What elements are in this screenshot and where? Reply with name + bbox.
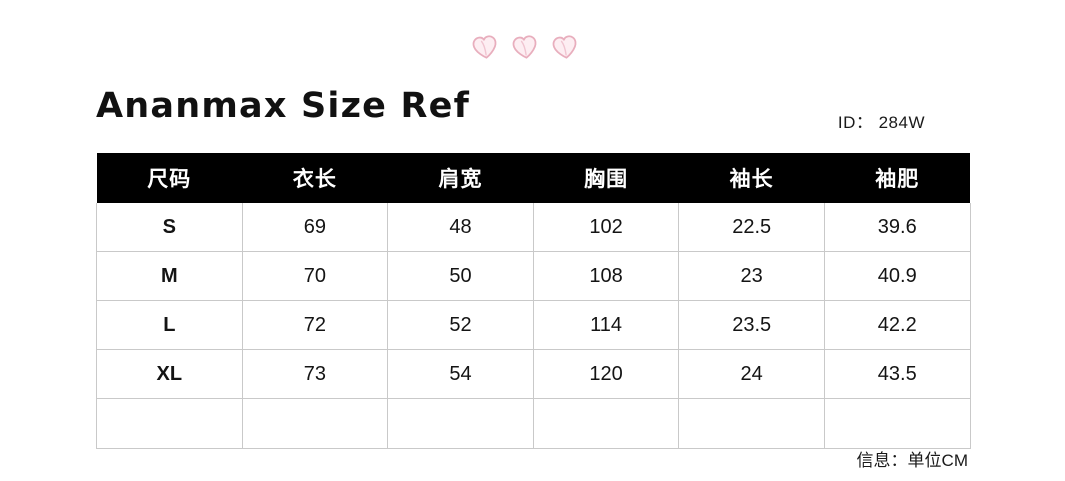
cell-length: 70 bbox=[241, 251, 389, 301]
cell-bust: 114 bbox=[532, 300, 680, 350]
size-reference-table: 尺码 衣长 肩宽 胸围 袖长 袖肥 S 69 48 102 22.5 39.6 … bbox=[96, 153, 971, 449]
table-header-row: 尺码 衣长 肩宽 胸围 袖长 袖肥 bbox=[96, 153, 971, 203]
cell-bust: 102 bbox=[532, 203, 680, 252]
cell-length bbox=[241, 398, 389, 449]
cell-length: 72 bbox=[241, 300, 389, 350]
column-header-sleeve-width: 袖肥 bbox=[824, 153, 971, 203]
cell-sleeve-width: 40.9 bbox=[823, 251, 971, 301]
cell-size bbox=[96, 398, 243, 449]
heart-outline-icon bbox=[470, 32, 500, 62]
table-row-empty bbox=[96, 398, 971, 449]
cell-shoulder: 54 bbox=[387, 349, 534, 399]
cell-size: M bbox=[96, 251, 243, 301]
page-title: Ananmax Size Ref bbox=[96, 86, 471, 126]
table-head: 尺码 衣长 肩宽 胸围 袖长 袖肥 bbox=[96, 153, 971, 203]
cell-length: 73 bbox=[241, 349, 389, 399]
cell-shoulder: 48 bbox=[387, 203, 534, 252]
heart-outline-icon bbox=[550, 32, 580, 62]
cell-sleeve-width: 42.2 bbox=[823, 300, 971, 350]
cell-sleeve-length: 22.5 bbox=[678, 203, 825, 252]
product-id-label: ID： 284W bbox=[837, 113, 925, 132]
cell-shoulder: 50 bbox=[387, 251, 534, 301]
size-table-container: 尺码 衣长 肩宽 胸围 袖长 袖肥 S 69 48 102 22.5 39.6 … bbox=[96, 153, 971, 449]
cell-sleeve-length: 24 bbox=[678, 349, 825, 399]
table-row: L 72 52 114 23.5 42.2 bbox=[96, 300, 971, 350]
cell-sleeve-width bbox=[823, 398, 971, 449]
heart-decoration-group bbox=[470, 24, 600, 70]
column-header-shoulder: 肩宽 bbox=[387, 153, 534, 203]
cell-sleeve-length: 23.5 bbox=[678, 300, 825, 350]
cell-sleeve-length bbox=[678, 398, 825, 449]
table-row: S 69 48 102 22.5 39.6 bbox=[96, 203, 971, 252]
cell-bust bbox=[532, 398, 680, 449]
table-row: M 70 50 108 23 40.9 bbox=[96, 251, 971, 301]
heart-outline-icon bbox=[510, 32, 540, 62]
cell-size: XL bbox=[96, 349, 243, 399]
column-header-size: 尺码 bbox=[96, 153, 243, 203]
column-header-bust: 胸围 bbox=[533, 153, 679, 203]
cell-size: S bbox=[96, 203, 243, 252]
table-body: S 69 48 102 22.5 39.6 M 70 50 108 23 40.… bbox=[96, 203, 971, 449]
cell-sleeve-width: 43.5 bbox=[823, 349, 971, 399]
cell-size: L bbox=[96, 300, 243, 350]
column-header-length: 衣长 bbox=[242, 153, 388, 203]
cell-bust: 108 bbox=[532, 251, 680, 301]
cell-shoulder: 52 bbox=[387, 300, 534, 350]
cell-sleeve-length: 23 bbox=[678, 251, 825, 301]
cell-bust: 120 bbox=[532, 349, 680, 399]
column-header-sleeve-length: 袖长 bbox=[678, 153, 825, 203]
cell-length: 69 bbox=[241, 203, 389, 252]
cell-sleeve-width: 39.6 bbox=[823, 203, 971, 252]
cell-shoulder bbox=[387, 398, 534, 449]
table-row: XL 73 54 120 24 43.5 bbox=[96, 349, 971, 399]
unit-note: 信息：单位CM bbox=[856, 451, 968, 470]
